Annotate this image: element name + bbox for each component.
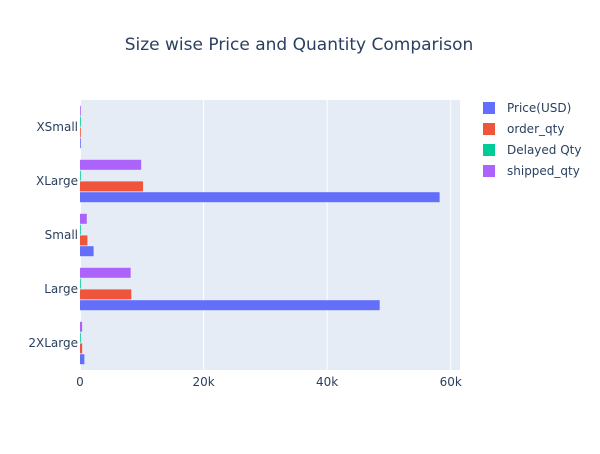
bar-order-qty-xlarge[interactable] [80,181,144,192]
legend-swatch [483,102,495,114]
y-category-label: 2XLarge [28,336,78,350]
bar-delayed-qty-large[interactable] [80,278,81,289]
chart-title: Size wise Price and Quantity Comparison [125,35,474,55]
y-category-label: XSmall [36,120,78,134]
bar-shipped-qty-small[interactable] [80,213,87,224]
y-category-label: Small [45,228,78,242]
bar-price-usd--large[interactable] [80,300,380,311]
bar-price-usd--xsmall[interactable] [80,138,81,149]
legend-label: Price(USD) [507,101,571,115]
bar-order-qty-small[interactable] [80,235,88,246]
y-category-label: Large [44,282,78,296]
x-tick-label: 20k [192,375,214,389]
bar-order-qty-2xlarge[interactable] [80,343,83,354]
x-tick-label: 60k [440,375,462,389]
bar-delayed-qty-2xlarge[interactable] [80,332,81,343]
bar-order-qty-xsmall[interactable] [80,127,81,138]
bar-delayed-qty-xsmall[interactable] [80,116,81,127]
bar-order-qty-large[interactable] [80,289,132,300]
bar-shipped-qty-2xlarge[interactable] [80,321,83,332]
bar-shipped-qty-xlarge[interactable] [80,159,142,170]
plot-area [80,100,460,370]
bar-price-usd--small[interactable] [80,246,94,257]
x-tick-label: 40k [316,375,338,389]
bar-delayed-qty-xlarge[interactable] [80,170,81,181]
x-tick-label: 0 [76,375,84,389]
bar-delayed-qty-small[interactable] [80,224,81,235]
legend-swatch [483,165,495,177]
bar-shipped-qty-xsmall[interactable] [80,105,81,116]
legend-label: Delayed Qty [507,143,581,157]
legend-label: order_qty [507,122,564,136]
legend-item-order-qty[interactable]: order_qty [483,122,564,136]
legend-swatch [483,123,495,135]
legend-item-price-usd-[interactable]: Price(USD) [483,101,571,115]
bar-shipped-qty-large[interactable] [80,267,131,278]
bar-price-usd--2xlarge[interactable] [80,354,85,365]
legend-item-shipped-qty[interactable]: shipped_qty [483,164,580,178]
legend-swatch [483,144,495,156]
legend-label: shipped_qty [507,164,580,178]
legend-item-delayed-qty[interactable]: Delayed Qty [483,143,581,157]
bar-price-usd--xlarge[interactable] [80,192,440,203]
y-category-label: XLarge [36,174,78,188]
